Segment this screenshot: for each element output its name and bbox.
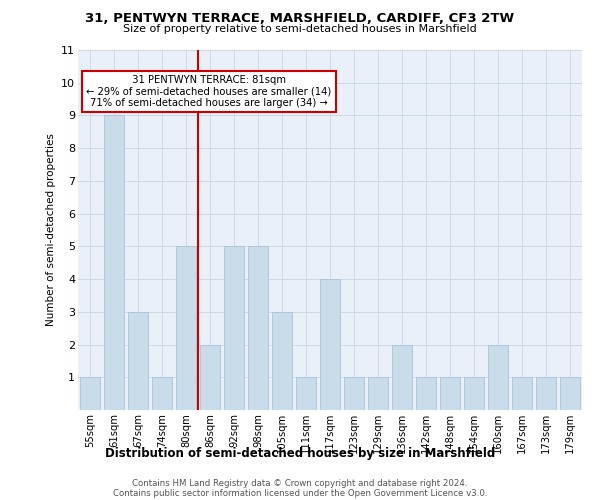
Bar: [128, 312, 148, 410]
Bar: [392, 344, 412, 410]
Text: 31, PENTWYN TERRACE, MARSHFIELD, CARDIFF, CF3 2TW: 31, PENTWYN TERRACE, MARSHFIELD, CARDIFF…: [85, 12, 515, 26]
Bar: [512, 378, 532, 410]
Bar: [560, 378, 580, 410]
Text: 31 PENTWYN TERRACE: 81sqm  
← 29% of semi-detached houses are smaller (14)
71% o: 31 PENTWYN TERRACE: 81sqm ← 29% of semi-…: [86, 75, 332, 108]
Text: Contains HM Land Registry data © Crown copyright and database right 2024.: Contains HM Land Registry data © Crown c…: [132, 479, 468, 488]
Bar: [224, 246, 244, 410]
Bar: [440, 378, 460, 410]
Bar: [416, 378, 436, 410]
Bar: [248, 246, 268, 410]
Y-axis label: Number of semi-detached properties: Number of semi-detached properties: [46, 134, 56, 326]
Bar: [200, 344, 220, 410]
Text: Size of property relative to semi-detached houses in Marshfield: Size of property relative to semi-detach…: [123, 24, 477, 34]
Bar: [272, 312, 292, 410]
Bar: [368, 378, 388, 410]
Text: Distribution of semi-detached houses by size in Marshfield: Distribution of semi-detached houses by …: [105, 448, 495, 460]
Bar: [320, 279, 340, 410]
Bar: [152, 378, 172, 410]
Bar: [104, 116, 124, 410]
Bar: [296, 378, 316, 410]
Bar: [488, 344, 508, 410]
Bar: [536, 378, 556, 410]
Bar: [344, 378, 364, 410]
Text: Contains public sector information licensed under the Open Government Licence v3: Contains public sector information licen…: [113, 489, 487, 498]
Bar: [464, 378, 484, 410]
Bar: [176, 246, 196, 410]
Bar: [80, 378, 100, 410]
